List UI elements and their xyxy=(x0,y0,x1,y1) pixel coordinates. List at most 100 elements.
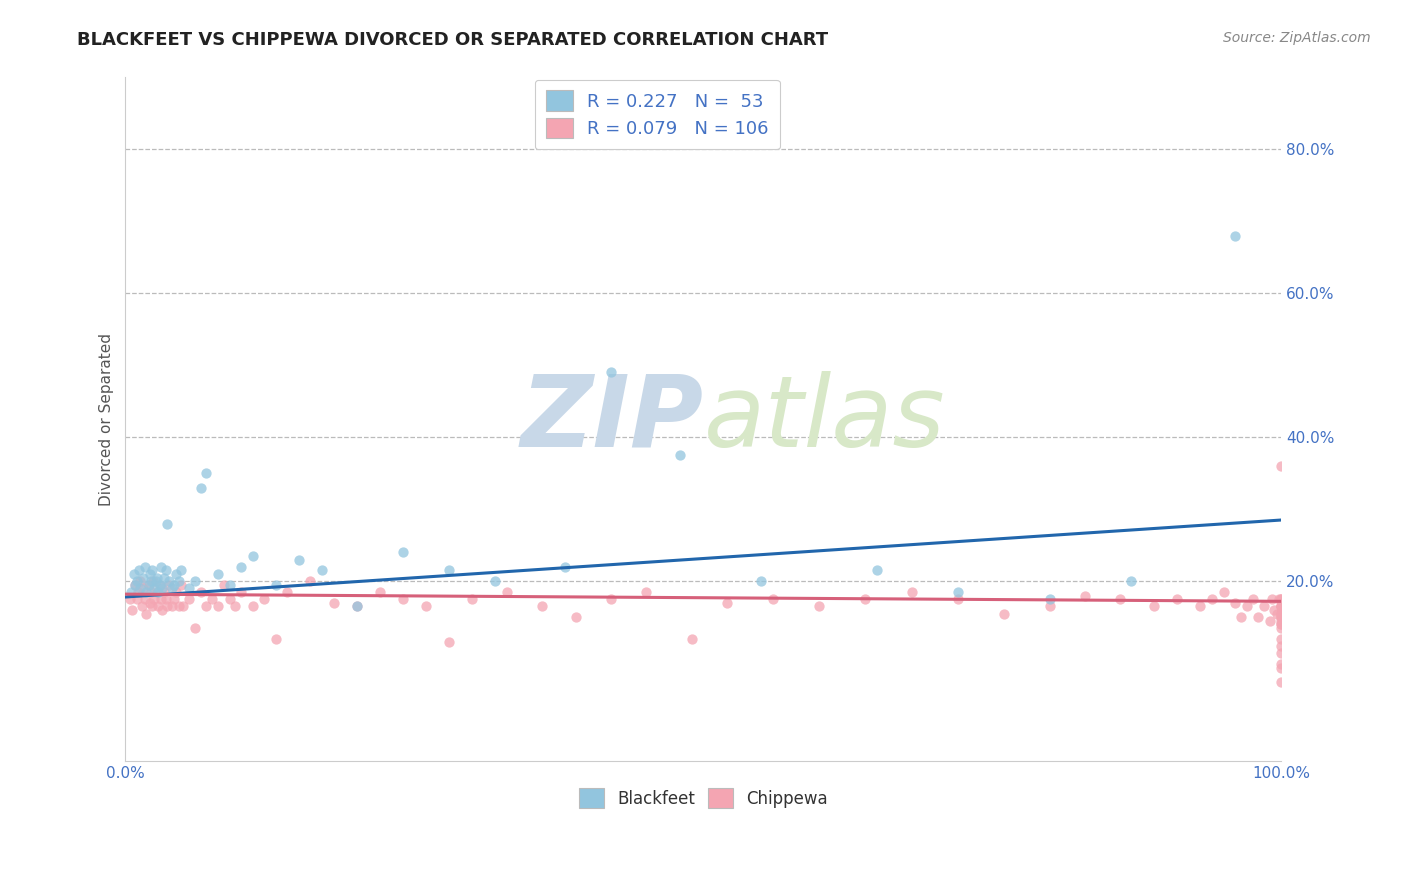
Point xyxy=(152,585,174,599)
Point xyxy=(437,635,460,649)
Legend: Blackfeet, Chippewa: Blackfeet, Chippewa xyxy=(572,781,835,814)
Y-axis label: Divorced or Separated: Divorced or Separated xyxy=(100,333,114,506)
Point xyxy=(853,592,876,607)
Point xyxy=(900,585,922,599)
Point xyxy=(1270,617,1292,632)
Point xyxy=(125,574,148,589)
Point xyxy=(1166,592,1188,607)
Point xyxy=(1253,599,1275,614)
Point xyxy=(145,585,167,599)
Point xyxy=(131,599,153,614)
Point xyxy=(1270,639,1292,653)
Point xyxy=(129,574,152,589)
Point xyxy=(195,467,218,481)
Point xyxy=(1201,592,1223,607)
Point xyxy=(139,585,162,599)
Point xyxy=(1270,660,1292,674)
Point xyxy=(139,574,162,589)
Point xyxy=(125,592,148,607)
Point xyxy=(1270,592,1292,607)
Point xyxy=(138,578,160,592)
Point xyxy=(554,559,576,574)
Point xyxy=(145,574,167,589)
Point xyxy=(264,578,287,592)
Point xyxy=(218,578,240,592)
Point xyxy=(681,632,703,646)
Point xyxy=(322,596,344,610)
Point xyxy=(762,592,785,607)
Point xyxy=(288,552,311,566)
Point xyxy=(1270,610,1292,624)
Point xyxy=(120,592,142,607)
Point xyxy=(177,582,200,596)
Point xyxy=(152,571,174,585)
Point xyxy=(138,578,160,592)
Point xyxy=(565,610,588,624)
Point xyxy=(201,592,224,607)
Point xyxy=(1230,610,1253,624)
Point xyxy=(155,592,177,607)
Point xyxy=(1270,617,1292,632)
Point xyxy=(1074,589,1097,603)
Point xyxy=(170,578,193,592)
Point xyxy=(150,592,173,607)
Point xyxy=(299,574,322,589)
Point xyxy=(461,592,484,607)
Point xyxy=(1268,592,1291,607)
Point xyxy=(866,563,889,577)
Point xyxy=(224,599,246,614)
Point xyxy=(1270,621,1292,635)
Point xyxy=(141,563,163,577)
Point xyxy=(716,596,738,610)
Point xyxy=(157,578,180,592)
Point xyxy=(368,585,391,599)
Point xyxy=(122,566,145,581)
Point xyxy=(165,566,187,581)
Point xyxy=(177,592,200,607)
Point xyxy=(160,599,183,614)
Point xyxy=(1247,610,1270,624)
Point xyxy=(1121,574,1143,589)
Point xyxy=(149,578,172,592)
Point xyxy=(124,578,146,592)
Text: BLACKFEET VS CHIPPEWA DIVORCED OR SEPARATED CORRELATION CHART: BLACKFEET VS CHIPPEWA DIVORCED OR SEPARA… xyxy=(77,31,828,49)
Point xyxy=(146,585,169,599)
Point xyxy=(160,582,183,596)
Point xyxy=(156,516,179,531)
Point xyxy=(1212,585,1234,599)
Point xyxy=(1223,228,1246,243)
Point xyxy=(993,607,1015,621)
Point xyxy=(946,585,969,599)
Point xyxy=(152,582,174,596)
Point xyxy=(132,582,155,596)
Point xyxy=(346,599,368,614)
Point xyxy=(1270,607,1292,621)
Point xyxy=(1270,599,1292,614)
Point xyxy=(1270,599,1292,614)
Point xyxy=(946,592,969,607)
Point xyxy=(1039,592,1062,607)
Point xyxy=(157,574,180,589)
Point xyxy=(127,585,149,599)
Point xyxy=(1270,610,1292,624)
Point xyxy=(264,632,287,646)
Point xyxy=(530,599,553,614)
Point xyxy=(600,592,623,607)
Point xyxy=(1270,458,1292,473)
Point xyxy=(121,603,143,617)
Point xyxy=(207,566,229,581)
Point xyxy=(1189,599,1212,614)
Point xyxy=(1270,657,1292,671)
Point xyxy=(134,592,156,607)
Point xyxy=(1258,614,1281,628)
Point xyxy=(229,559,252,574)
Point xyxy=(808,599,831,614)
Point xyxy=(242,549,264,563)
Point xyxy=(1270,592,1292,607)
Point xyxy=(142,574,165,589)
Point xyxy=(1270,599,1292,614)
Point xyxy=(167,599,190,614)
Point xyxy=(132,571,155,585)
Point xyxy=(149,578,172,592)
Point xyxy=(143,582,166,596)
